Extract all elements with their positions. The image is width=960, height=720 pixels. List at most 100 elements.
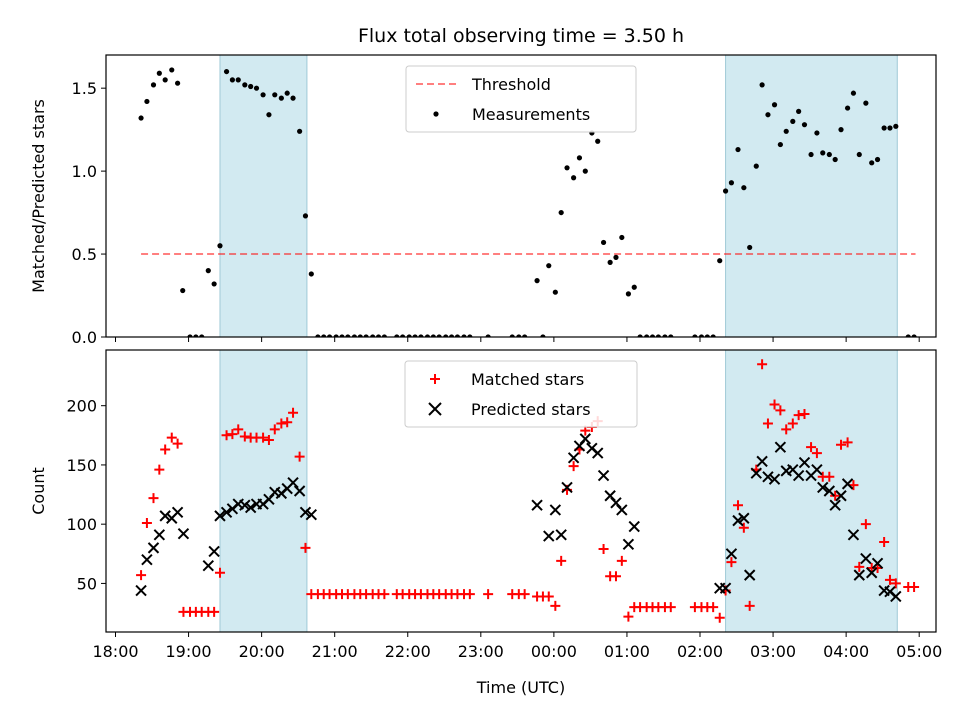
- measurement-point: [863, 100, 869, 106]
- measurement-point: [156, 70, 162, 76]
- predicted-star-marker: [871, 557, 884, 569]
- measurement-point: [619, 234, 625, 241]
- predicted-star-marker: [177, 527, 190, 540]
- measurement-point: [722, 188, 729, 194]
- measurement-point: [193, 334, 199, 337]
- predicted-star-marker: [287, 476, 299, 489]
- y-tick-label: 150: [66, 456, 97, 475]
- measurement-point: [844, 105, 851, 111]
- matched-star-marker: [227, 429, 238, 440]
- measurement-point: [801, 122, 808, 128]
- matched-star-marker: [793, 410, 804, 421]
- x-tick-label: 05:00: [896, 642, 942, 661]
- measurement-point: [290, 95, 296, 101]
- measurement-point: [522, 334, 528, 337]
- measurement-point: [302, 213, 309, 219]
- measurement-point: [253, 85, 260, 91]
- measurement-point: [558, 209, 564, 216]
- measurement-point: [698, 334, 705, 337]
- measurement-point: [406, 334, 412, 337]
- predicted-star-marker: [543, 530, 555, 542]
- matched-star-marker: [769, 399, 780, 410]
- measurement-point: [905, 334, 911, 337]
- measurement-point: [443, 334, 449, 337]
- matched-star-marker: [160, 444, 171, 455]
- predicted-star-marker: [829, 499, 841, 511]
- matched-star-marker: [830, 490, 841, 501]
- y-tick-label: 200: [66, 397, 97, 416]
- predicted-star-marker: [622, 538, 635, 551]
- measurement-point: [564, 165, 570, 171]
- measurement-point: [217, 243, 223, 249]
- measurement-point: [796, 108, 802, 114]
- predicted-star-marker: [860, 552, 872, 565]
- matched-star-marker: [726, 557, 737, 568]
- matched-star-marker: [811, 448, 822, 459]
- measurement-point: [229, 77, 235, 83]
- x-tick-label: 21:00: [312, 642, 358, 661]
- predicted-star-marker: [579, 433, 592, 445]
- measurement-point: [357, 334, 363, 337]
- measurement-point: [138, 115, 144, 121]
- predicted-star-marker: [141, 554, 153, 566]
- measurement-point: [631, 284, 637, 290]
- matched-star-marker: [757, 359, 768, 370]
- predicted-star-marker: [159, 510, 171, 522]
- matched-star-marker: [775, 405, 786, 416]
- predicted-star-marker: [555, 529, 567, 541]
- observing-window-band: [219, 54, 308, 338]
- measurement-point: [248, 83, 254, 90]
- x-tick-label: 01:00: [604, 642, 650, 661]
- matched-star-marker: [209, 606, 220, 617]
- measurement-point: [260, 92, 266, 98]
- predicted-star-marker: [616, 504, 628, 516]
- matched-star-marker: [294, 451, 305, 462]
- measurement-point: [704, 334, 710, 337]
- measurement-point: [205, 268, 211, 274]
- y-tick-label: 100: [66, 515, 97, 534]
- measurement-point: [485, 334, 491, 337]
- x-tick-label: 20:00: [239, 642, 285, 661]
- x-tick-label: 03:00: [750, 642, 796, 661]
- measurement-point: [832, 156, 838, 163]
- measurement-point: [363, 334, 369, 337]
- measurement-point: [326, 334, 333, 337]
- measurement-point: [394, 334, 400, 337]
- predicted-star-marker: [774, 441, 787, 453]
- measurement-point: [838, 127, 844, 133]
- measurement-point: [741, 185, 747, 191]
- measurement-point: [180, 287, 186, 294]
- matched-star-marker: [258, 432, 269, 443]
- observing-window-band: [725, 349, 898, 633]
- matched-star-marker: [842, 437, 853, 448]
- matched-star-marker: [556, 555, 567, 566]
- matched-star-marker: [233, 424, 244, 435]
- measurement-point: [856, 151, 862, 158]
- measurement-point: [893, 123, 899, 129]
- measurement-point: [765, 112, 771, 118]
- measurement-point: [175, 80, 181, 86]
- measurement-point: [649, 334, 656, 337]
- measurement-point: [637, 334, 643, 337]
- y-tick-label: 1.0: [72, 162, 97, 181]
- predicted-star-marker: [835, 490, 847, 502]
- matched-star-marker: [154, 464, 165, 475]
- predicted-star-marker: [847, 529, 860, 541]
- measurement-point: [874, 156, 881, 163]
- matched-star-marker: [221, 430, 232, 441]
- x-tick-label: 19:00: [166, 642, 212, 661]
- measurement-point: [315, 334, 321, 337]
- matched-star-marker: [909, 581, 920, 592]
- matched-star-marker: [282, 417, 293, 428]
- measurement-point: [509, 334, 515, 337]
- measurement-point: [448, 334, 455, 337]
- measurement-point: [223, 68, 230, 75]
- measurement-point: [345, 334, 351, 337]
- axes-frame: [105, 349, 937, 633]
- matched-star-marker: [806, 442, 817, 453]
- measurement-point: [308, 271, 314, 277]
- measurement-point: [235, 77, 241, 83]
- measurement-point: [144, 98, 150, 105]
- measurement-point: [424, 334, 431, 337]
- matched-star-marker: [519, 589, 530, 600]
